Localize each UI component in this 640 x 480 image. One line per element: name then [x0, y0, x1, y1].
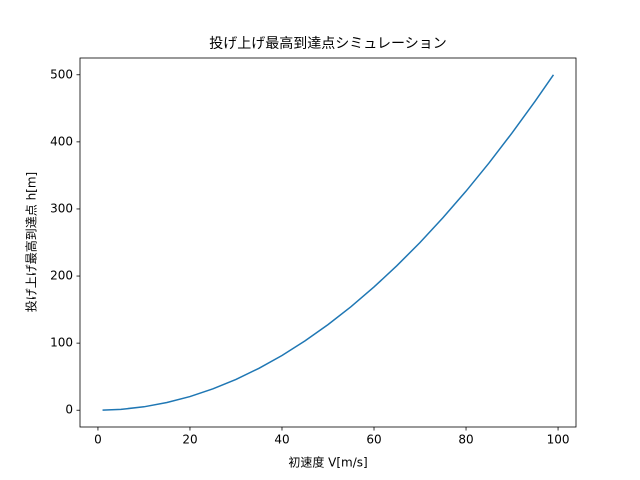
x-tick-label: 60 [366, 433, 381, 447]
y-tick-label: 400 [50, 134, 73, 148]
x-tick-label: 40 [274, 433, 289, 447]
y-tick-label: 500 [50, 67, 73, 81]
x-tick-label: 20 [182, 433, 197, 447]
y-tick-label: 100 [50, 336, 73, 350]
line [102, 74, 555, 411]
x-tick-label: 80 [458, 433, 473, 447]
x-tick-label: 0 [94, 433, 102, 447]
x-axis-label: 初速度 V[m/s] [288, 455, 367, 470]
chart-title: 投げ上げ最高到達点シミュレーション [209, 35, 446, 52]
axes-frame [79, 57, 577, 428]
y-tick-label: 200 [50, 269, 73, 283]
y-tick-label: 300 [50, 201, 73, 215]
y-tick-label: 0 [65, 403, 73, 417]
y-axis-label: 投げ上げ最高到達点 h[m] [24, 172, 39, 312]
x-tick-label: 100 [547, 433, 570, 447]
